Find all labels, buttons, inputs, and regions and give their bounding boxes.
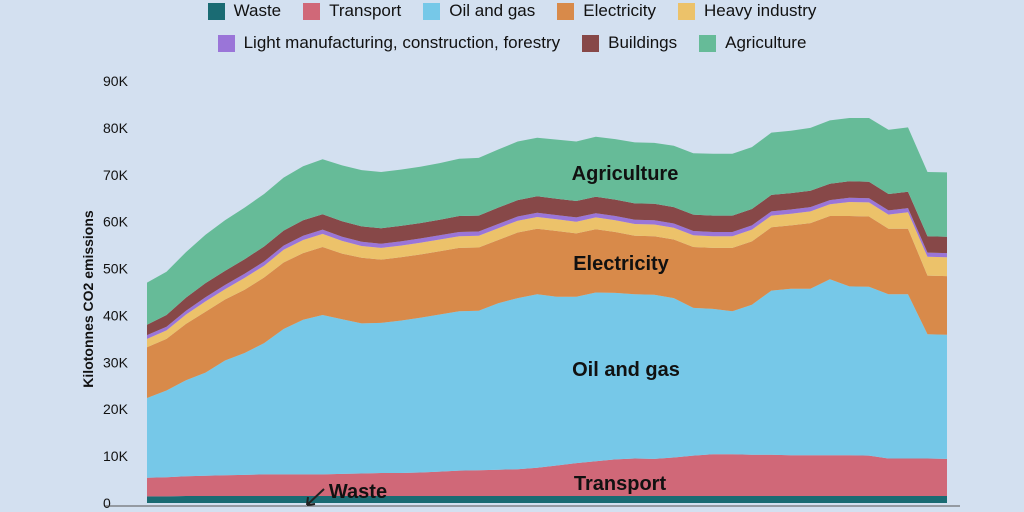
inline-labels: Agriculture Electricity Oil and gas Transpo…	[306, 163, 680, 506]
legend-item-buildings[interactable]: Buildings	[582, 33, 677, 53]
legend-swatch	[423, 2, 441, 20]
legend-item-oil-and-gas[interactable]: Oil and gas	[423, 1, 535, 21]
area-waste[interactable]	[147, 496, 947, 503]
legend-swatch	[217, 34, 235, 52]
legend-label: Oil and gas	[449, 1, 536, 20]
legend-swatch	[677, 2, 695, 20]
y-tick-label: 60K	[103, 214, 129, 230]
area-agriculture[interactable]	[147, 118, 947, 325]
legend-item-light-manufacturing-construction-forestry[interactable]: Light manufacturing, construction, fores…	[217, 33, 561, 53]
y-tick-label: 20K	[103, 401, 129, 417]
area-layers	[147, 118, 947, 503]
label-waste: Waste	[329, 481, 387, 503]
legend-item-heavy-industry[interactable]: Heavy industry	[677, 1, 817, 21]
area-heavy-industry[interactable]	[147, 202, 947, 348]
legend-item-electricity[interactable]: Electricity	[557, 1, 656, 21]
label-oil-and-gas: Oil and gas	[572, 359, 680, 381]
y-tick-label: 70K	[103, 167, 129, 183]
y-axis: 0 10K 20K 30K 40K 50K 60K 70K 80K 90K Kilotonnes C…	[80, 73, 960, 511]
y-tick-label: 0	[103, 495, 111, 511]
y-axis-title: Kilotonnes CO2 emissions	[80, 210, 96, 388]
area-oil-and-gas[interactable]	[147, 279, 947, 478]
legend-swatch	[207, 2, 225, 20]
label-electricity: Electricity	[573, 253, 669, 275]
legend-label: Buildings	[608, 33, 678, 52]
legend-row-1: Waste Transport Oil and gas Electricity Heav…	[0, 1, 1024, 21]
y-tick-label: 40K	[103, 307, 129, 323]
legend-label: Electricity	[583, 1, 656, 20]
area-electricity[interactable]	[147, 216, 947, 398]
y-tick-label: 30K	[103, 354, 129, 370]
legend-swatch	[303, 2, 321, 20]
legend-swatch	[699, 34, 717, 52]
label-transport: Transport	[574, 473, 667, 495]
legend-label: Transport	[329, 1, 402, 20]
legend-label: Heavy industry	[703, 1, 817, 20]
y-tick-label: 90K	[103, 73, 129, 89]
legend-row-2: Light manufacturing, construction, fores…	[0, 33, 1024, 53]
waste-arrow-icon	[306, 488, 325, 506]
legend-swatch	[582, 34, 600, 52]
legend-label: Waste	[233, 1, 282, 20]
legend-item-waste[interactable]: Waste	[207, 1, 282, 21]
area-transport[interactable]	[147, 454, 947, 497]
legend-swatch	[557, 2, 575, 20]
legend-item-transport[interactable]: Transport	[303, 1, 401, 21]
y-tick-label: 80K	[103, 120, 129, 136]
legend-label: Agriculture	[725, 33, 807, 52]
y-tick-label: 50K	[103, 261, 129, 277]
legend-item-agriculture[interactable]: Agriculture	[699, 33, 806, 53]
label-agriculture: Agriculture	[572, 163, 679, 185]
y-tick-label: 10K	[103, 448, 129, 464]
area-buildings[interactable]	[147, 181, 947, 336]
legend-label: Light manufacturing, construction, fores…	[243, 33, 561, 52]
